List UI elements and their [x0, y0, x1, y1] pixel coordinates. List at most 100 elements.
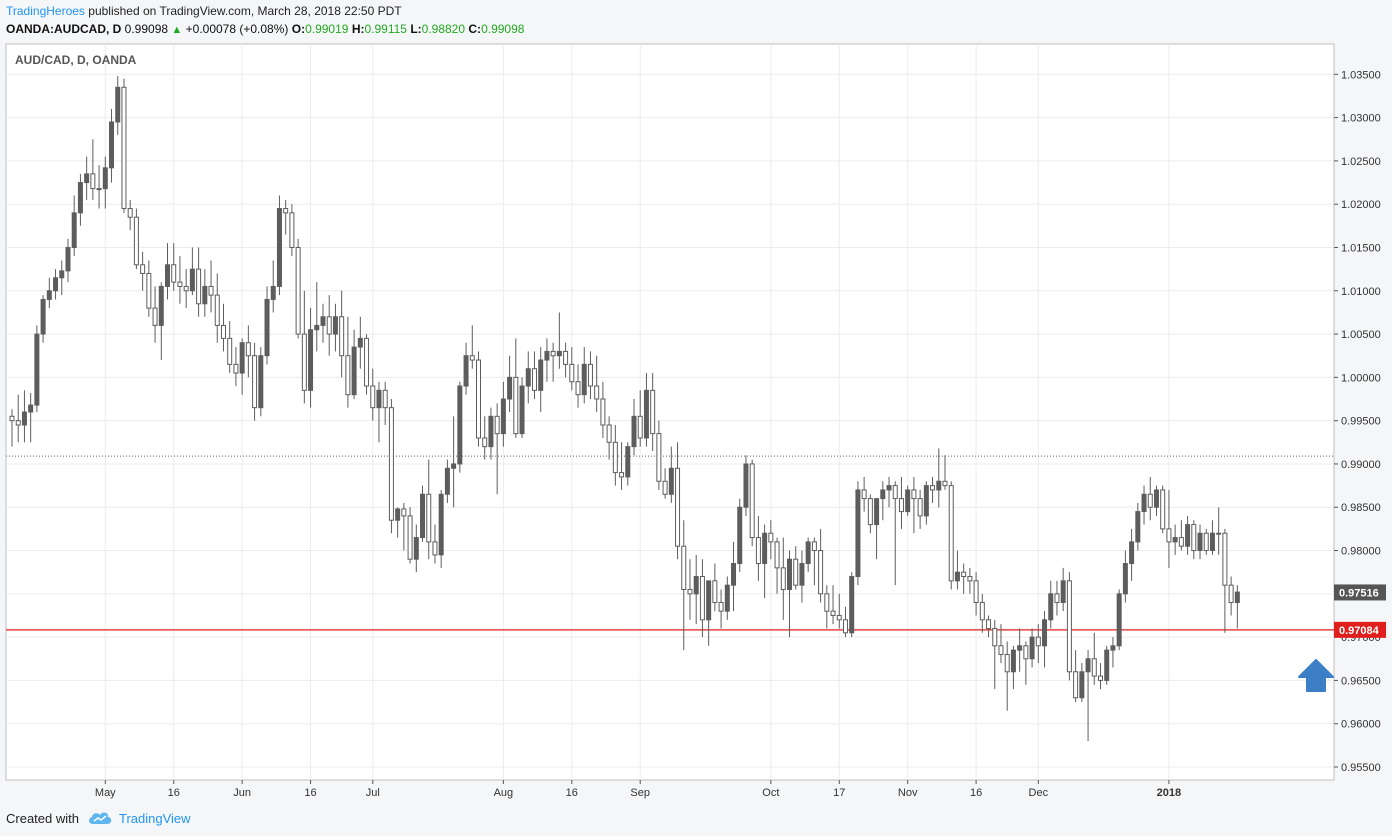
candle: [102, 156, 108, 209]
candle: [550, 342, 556, 382]
candles: [9, 76, 1240, 742]
candle: [923, 481, 929, 525]
open-label: O:: [291, 22, 306, 36]
candle: [1141, 485, 1147, 525]
candle: [339, 290, 345, 378]
x-tick-label: Jul: [366, 787, 380, 799]
high-value: 0.99115: [364, 22, 407, 36]
candle: [1172, 524, 1178, 555]
candle: [1048, 580, 1054, 629]
plot-area[interactable]: [5, 43, 1335, 781]
candle: [594, 355, 600, 412]
candle: [836, 593, 842, 629]
candle: [1129, 528, 1135, 581]
candle: [513, 338, 519, 438]
candle: [21, 390, 27, 443]
candle: [239, 338, 245, 395]
candle: [1122, 550, 1128, 603]
publisher-link[interactable]: TradingHeroes: [6, 4, 85, 18]
candle: [842, 606, 848, 638]
x-tick-label: 16: [970, 787, 982, 799]
candle: [152, 286, 158, 343]
low-label: L:: [410, 22, 422, 36]
candle: [774, 537, 780, 594]
candle: [165, 243, 170, 300]
candle: [1209, 520, 1215, 555]
candle: [587, 351, 593, 400]
candle: [1066, 572, 1072, 681]
candle: [569, 347, 575, 391]
candle: [930, 476, 936, 503]
candle: [59, 260, 65, 296]
candle: [637, 390, 643, 447]
candle: [28, 392, 34, 443]
x-tick-label: 16: [566, 787, 578, 799]
symbol-label: OANDA:AUDCAD, D: [6, 22, 122, 36]
created-with-text: Created with: [6, 810, 79, 826]
candle: [15, 394, 21, 443]
candle: [805, 537, 811, 573]
chart-title: AUD/CAD, D, OANDA: [15, 53, 137, 67]
candle: [115, 76, 121, 135]
candle: [954, 550, 960, 590]
candle: [1178, 520, 1184, 551]
candle: [295, 238, 301, 339]
y-tick-label: 0.99500: [1341, 416, 1381, 428]
candle: [444, 459, 450, 503]
y-tick-label: 0.98000: [1341, 546, 1381, 558]
candle: [146, 260, 152, 317]
candle: [289, 204, 295, 257]
candle: [818, 528, 824, 603]
x-tick-label: Dec: [1029, 787, 1049, 799]
support-level-badge: [1334, 621, 1386, 638]
candle: [1135, 502, 1141, 551]
candle: [799, 550, 805, 603]
candle: [998, 624, 1004, 664]
up-triangle-icon: ▲: [171, 24, 183, 36]
x-tick-label: Sep: [630, 787, 650, 799]
candle: [1004, 641, 1010, 711]
candle: [600, 381, 606, 438]
close-value: 0.99098: [481, 22, 525, 36]
candle: [351, 329, 357, 400]
candle: [345, 316, 351, 408]
candle: [880, 481, 886, 521]
candle: [668, 446, 674, 503]
ohlc-legend: OANDA:AUDCAD, D 0.99098 ▲ +0.00078 (+0.0…: [6, 22, 524, 36]
candle: [749, 459, 755, 547]
tradingview-link[interactable]: TradingView: [118, 810, 191, 826]
x-tick-label: Jun: [233, 787, 251, 799]
candle: [793, 546, 799, 590]
x-tick-label: Nov: [898, 787, 918, 799]
candle: [1098, 663, 1103, 690]
x-tick-label: May: [95, 787, 116, 799]
y-tick-label: 1.03500: [1341, 69, 1381, 81]
candle: [270, 260, 276, 313]
candle: [892, 481, 898, 586]
candle: [625, 442, 631, 486]
candle: [370, 368, 376, 421]
candle: [967, 567, 973, 594]
x-tick-label: 16: [304, 787, 316, 799]
candle: [227, 321, 233, 374]
published-text: published on TradingView.com, March 28, …: [88, 4, 402, 18]
candle: [979, 593, 985, 633]
candlestick-chart[interactable]: AUD/CAD, D, OANDA 1.035001.030001.025001…: [0, 0, 1392, 806]
candle: [469, 325, 475, 369]
candle: [357, 316, 363, 369]
y-tick-label: 0.96500: [1341, 675, 1381, 687]
candle: [787, 550, 792, 638]
candle: [71, 195, 77, 257]
candle: [886, 476, 892, 508]
candle: [494, 403, 500, 495]
candle: [1073, 650, 1079, 703]
candle: [861, 476, 867, 512]
x-tick-label: Oct: [762, 787, 779, 799]
y-axis: 1.03500 1.03000 1.02500 1.02000 1.01500 1.010…: [1334, 69, 1381, 774]
candle: [898, 476, 904, 529]
candle: [936, 448, 942, 508]
candle: [619, 442, 625, 490]
candle: [986, 615, 992, 638]
candle: [606, 416, 612, 460]
candle: [1153, 485, 1159, 516]
